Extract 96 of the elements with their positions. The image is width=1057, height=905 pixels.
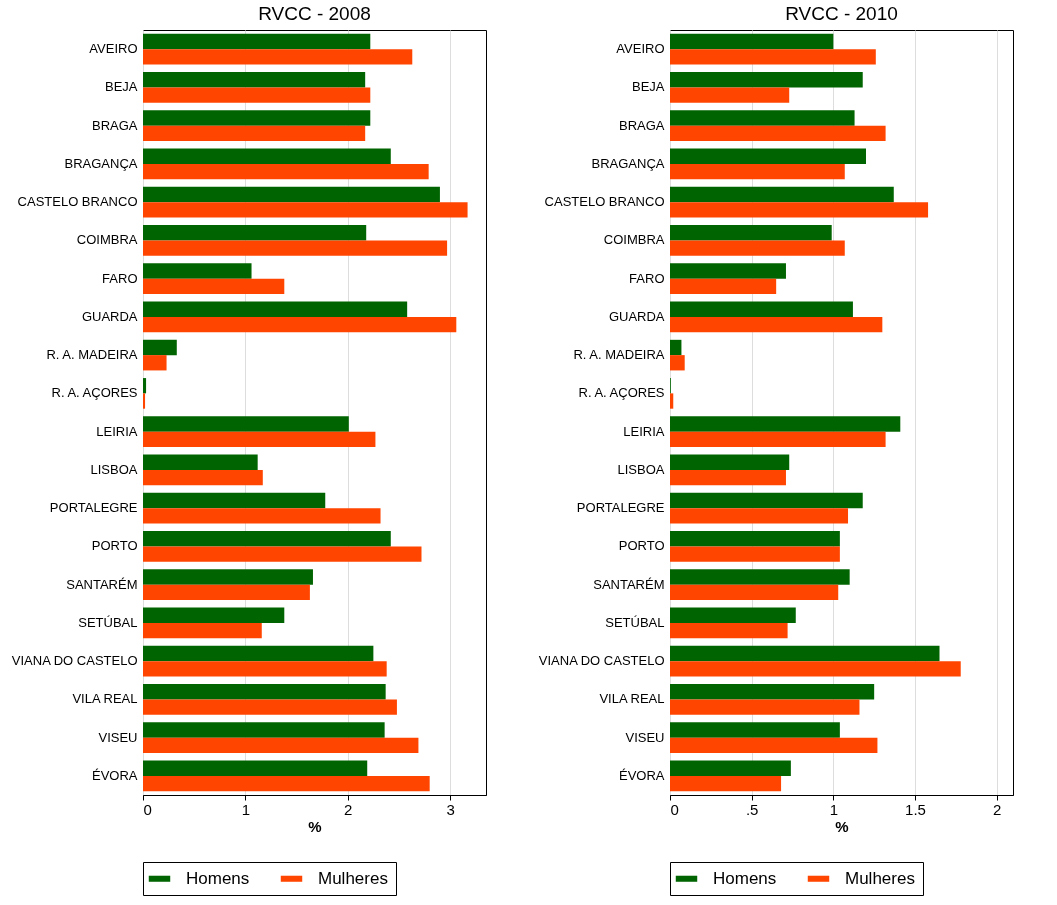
bar xyxy=(670,148,866,164)
bar xyxy=(670,163,845,180)
y-tick-label: GUARDA xyxy=(608,308,665,324)
y-tick-label: R. A. MADEIRA xyxy=(573,347,665,363)
y-tick-label: COIMBRA xyxy=(603,232,665,248)
y-tick-label: VIANA DO CASTELO xyxy=(11,653,138,669)
x-tick-label: 0 xyxy=(670,800,679,818)
bar xyxy=(670,492,863,509)
bar xyxy=(670,569,850,585)
bar xyxy=(670,72,863,88)
bar xyxy=(670,186,894,203)
y-tick-label: R. A. MADEIRA xyxy=(46,347,138,363)
y-tick-label: PORTO xyxy=(618,538,665,554)
bar xyxy=(670,661,961,677)
legend-label: Mulheres xyxy=(845,868,915,888)
y-tick-label: BRAGA xyxy=(618,117,665,133)
bar xyxy=(670,278,777,294)
x-tick-label: 3 xyxy=(446,800,455,818)
bar xyxy=(670,339,682,356)
bar xyxy=(670,454,790,470)
x-tick-label: 2 xyxy=(992,800,1002,818)
bar xyxy=(670,316,883,333)
bar xyxy=(670,225,832,241)
bar xyxy=(670,622,788,639)
y-tick-label: LEIRIA xyxy=(96,423,138,439)
bar xyxy=(670,645,940,662)
bar xyxy=(670,125,886,141)
y-tick-label: BRAGANÇA xyxy=(64,155,138,171)
bar xyxy=(670,202,929,218)
y-tick-label: CASTELO BRANCO xyxy=(544,194,665,210)
x-tick-label: 2 xyxy=(344,800,353,818)
bar xyxy=(670,301,853,317)
legend-label: Mulheres xyxy=(318,868,388,888)
y-tick-label: ÉVORA xyxy=(618,767,665,783)
y-tick-label: VISEU xyxy=(98,729,138,745)
bar xyxy=(670,110,855,126)
x-axis-title: % xyxy=(308,817,322,835)
bar xyxy=(670,393,674,409)
y-tick-label: FARO xyxy=(102,270,138,286)
chart-title: RVCC - 2010 xyxy=(785,3,898,24)
y-tick-label: SETÚBAL xyxy=(78,614,138,630)
y-tick-label: AVEIRO xyxy=(89,41,138,57)
x-tick-label: 1.5 xyxy=(905,800,926,818)
y-tick-label: LISBOA xyxy=(90,461,138,477)
x-tick-label: .5 xyxy=(745,800,759,818)
bar xyxy=(670,508,849,524)
y-tick-label: FARO xyxy=(629,270,665,286)
bar xyxy=(670,722,840,738)
y-tick-label: LEIRIA xyxy=(623,423,665,439)
bar xyxy=(670,431,886,447)
x-tick-label: 1 xyxy=(241,800,251,818)
y-tick-label: VISEU xyxy=(625,729,665,745)
bar xyxy=(670,240,845,256)
bar xyxy=(670,49,876,65)
bar xyxy=(670,760,791,776)
y-tick-label: VILA REAL xyxy=(599,691,665,707)
y-tick-label: COIMBRA xyxy=(76,232,138,248)
bar xyxy=(670,684,875,700)
y-tick-label: BRAGA xyxy=(91,117,138,133)
y-tick-label: BEJA xyxy=(631,79,665,95)
y-tick-label: PORTALEGRE xyxy=(49,500,138,516)
bar xyxy=(670,33,834,50)
x-tick-label: 1 xyxy=(829,800,839,818)
y-tick-label: ÉVORA xyxy=(91,767,138,783)
x-axis-title: % xyxy=(835,817,849,835)
y-tick-label: PORTO xyxy=(91,538,138,554)
legend-label: Homens xyxy=(713,868,777,888)
bar xyxy=(670,699,860,715)
bar xyxy=(670,607,796,623)
y-tick-label: BRAGANÇA xyxy=(591,155,665,171)
y-tick-label: SANTARÉM xyxy=(593,576,665,592)
x-tick-label: 0 xyxy=(143,800,152,818)
y-tick-label: SANTARÉM xyxy=(66,576,138,592)
y-tick-label: CASTELO BRANCO xyxy=(17,194,138,210)
y-tick-label: R. A. AÇORES xyxy=(51,385,138,401)
y-tick-label: BEJA xyxy=(104,79,138,95)
bar xyxy=(670,87,790,103)
bar xyxy=(670,546,840,562)
y-tick-label: AVEIRO xyxy=(616,41,665,57)
y-tick-label: GUARDA xyxy=(81,308,138,324)
bar xyxy=(670,355,685,371)
bar xyxy=(670,584,839,600)
y-tick-label: VIANA DO CASTELO xyxy=(538,653,665,669)
y-tick-label: LISBOA xyxy=(617,461,665,477)
bar xyxy=(670,737,878,753)
y-tick-label: VILA REAL xyxy=(72,691,138,707)
bar xyxy=(670,469,786,486)
chart-title: RVCC - 2008 xyxy=(258,3,371,24)
bar xyxy=(670,263,786,279)
y-tick-label: R. A. AÇORES xyxy=(578,385,665,401)
y-tick-label: PORTALEGRE xyxy=(576,500,665,516)
bar xyxy=(670,531,840,547)
y-tick-label: SETÚBAL xyxy=(605,614,665,630)
legend-label: Homens xyxy=(186,868,250,888)
bar xyxy=(670,775,782,792)
bar xyxy=(670,416,901,432)
